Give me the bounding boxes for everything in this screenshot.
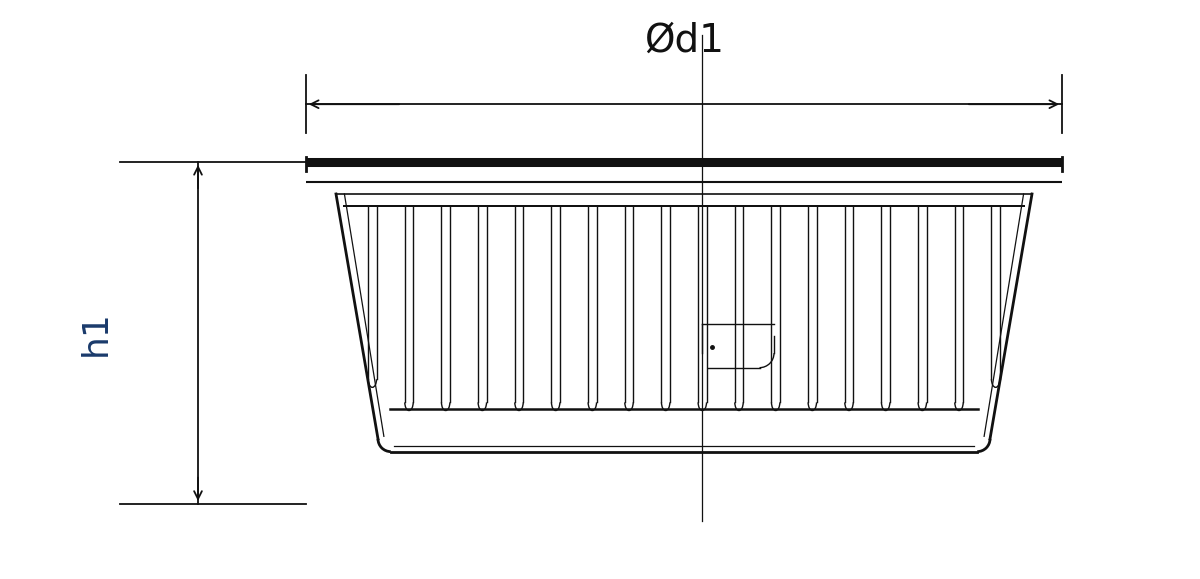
Text: Ød1: Ød1 bbox=[644, 21, 724, 60]
Text: h1: h1 bbox=[79, 310, 113, 356]
